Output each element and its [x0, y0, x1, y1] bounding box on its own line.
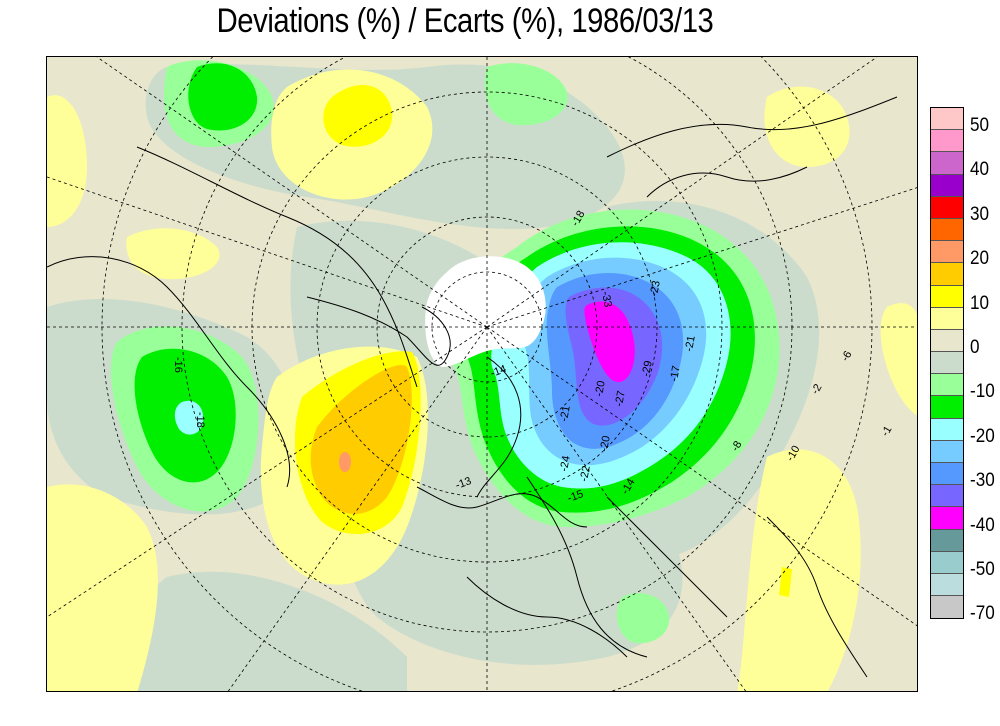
legend-swatch — [931, 263, 963, 286]
salmon-spot — [339, 452, 351, 472]
map-canvas: -16 -18 -14 -21 -33 -23 -21 -17 -29 -20 … — [47, 57, 917, 691]
legend-swatch — [931, 130, 963, 153]
contour-label: -18 — [194, 412, 206, 428]
legend-swatch — [931, 108, 963, 131]
contour-label: -15 — [566, 488, 585, 505]
legend-label: -30 — [970, 470, 995, 492]
pale-yellow-region-fareast — [880, 303, 917, 416]
legend-swatch — [931, 418, 963, 441]
contour-label: -16 — [172, 357, 184, 373]
contour-label: -13 — [454, 475, 473, 492]
contour-label: -21 — [558, 405, 573, 423]
near-zero-region-south — [133, 571, 407, 691]
yellow-sliver-east — [779, 567, 792, 597]
pale-yellow-region-sw — [47, 484, 158, 691]
legend-swatch — [931, 374, 963, 397]
contour-label: -33 — [599, 290, 614, 308]
legend-swatch — [931, 440, 963, 463]
legend-swatch — [931, 596, 963, 619]
legend-label: 10 — [970, 292, 990, 314]
pale-yellow-region-west — [126, 228, 220, 280]
legend-swatch — [931, 174, 963, 197]
legend-swatch — [931, 329, 963, 353]
light-green-region-east-small — [616, 593, 670, 644]
map-title: Deviations (%) / Ecarts (%), 1986/03/13 — [216, 2, 714, 40]
contour-label: -27 — [613, 390, 628, 408]
pale-yellow-region-nw — [47, 95, 87, 227]
legend-label: -70 — [970, 603, 995, 625]
legend-label: -10 — [970, 381, 995, 403]
contour-label: -20 — [598, 435, 613, 453]
contour-label: -21 — [683, 335, 698, 353]
yellow-region-north — [323, 85, 393, 147]
orange-region-atlantic — [310, 365, 412, 514]
legend-swatch — [931, 551, 963, 574]
contour-label: -23 — [648, 280, 663, 298]
legend-swatch — [931, 352, 963, 375]
legend-label: -40 — [970, 514, 995, 536]
legend-label: -20 — [970, 425, 995, 447]
contour-label: -24 — [558, 455, 573, 473]
legend-label: 50 — [970, 115, 990, 136]
legend-swatch — [931, 529, 963, 552]
contour-label: -14 — [489, 363, 508, 380]
light-green-region-north-center — [484, 63, 568, 126]
legend-label: 30 — [970, 203, 990, 225]
contour-labels: -16 -18 -14 -21 -33 -23 -21 -17 -29 -20 … — [172, 209, 894, 505]
legend-swatch — [931, 285, 963, 308]
legend-swatch — [931, 152, 963, 175]
legend-swatch — [931, 196, 963, 219]
legend-swatch — [931, 307, 963, 330]
ozone-deviation-map: -16 -18 -14 -21 -33 -23 -21 -17 -29 -20 … — [46, 56, 918, 692]
color-legend — [930, 107, 964, 620]
legend-swatch — [931, 241, 963, 264]
contour-label: -20 — [593, 380, 608, 398]
legend-swatch — [931, 396, 963, 419]
legend-label: 0 — [970, 337, 980, 358]
contour-label: -17 — [668, 365, 683, 383]
pale-yellow-region-se — [737, 449, 861, 691]
legend-swatch — [931, 507, 963, 530]
green-region-north — [188, 63, 258, 131]
legend-label: -50 — [970, 559, 995, 580]
legend-label: 20 — [970, 248, 990, 270]
legend-swatch — [931, 573, 963, 597]
legend-label: 40 — [970, 159, 990, 181]
polar-night-mask — [425, 256, 546, 367]
coastlines — [47, 96, 898, 678]
legend-swatch — [931, 463, 963, 486]
legend-swatch — [931, 485, 963, 508]
legend-swatch — [931, 218, 963, 242]
contour-label: -29 — [640, 360, 655, 378]
cyan-spot-west — [174, 400, 204, 435]
graticule — [47, 57, 917, 691]
contour-label: -22 — [578, 465, 593, 483]
